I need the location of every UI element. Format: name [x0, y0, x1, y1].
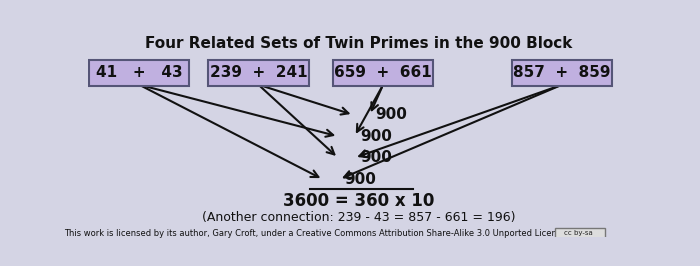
Text: 900: 900 [344, 172, 377, 187]
FancyBboxPatch shape [208, 60, 309, 86]
FancyBboxPatch shape [89, 60, 189, 86]
Text: Four Related Sets of Twin Primes in the 900 Block: Four Related Sets of Twin Primes in the … [145, 36, 573, 51]
Text: 239  +  241: 239 + 241 [209, 65, 307, 80]
Text: cc by-sa: cc by-sa [564, 230, 593, 236]
FancyBboxPatch shape [555, 228, 605, 238]
Text: (Another connection: 239 - 43 = 857 - 661 = 196): (Another connection: 239 - 43 = 857 - 66… [202, 211, 515, 224]
Text: 659  +  661: 659 + 661 [335, 65, 432, 80]
Text: 3600 = 360 x 10: 3600 = 360 x 10 [283, 192, 435, 210]
Text: 900: 900 [375, 107, 407, 122]
Text: 857  +  859: 857 + 859 [513, 65, 611, 80]
Text: 900: 900 [360, 150, 392, 165]
FancyBboxPatch shape [333, 60, 433, 86]
Text: 41   +   43: 41 + 43 [96, 65, 182, 80]
Text: 900: 900 [360, 129, 392, 144]
FancyBboxPatch shape [512, 60, 612, 86]
Text: This work is licensed by its author, Gary Croft, under a Creative Commons Attrib: This work is licensed by its author, Gar… [64, 228, 566, 238]
